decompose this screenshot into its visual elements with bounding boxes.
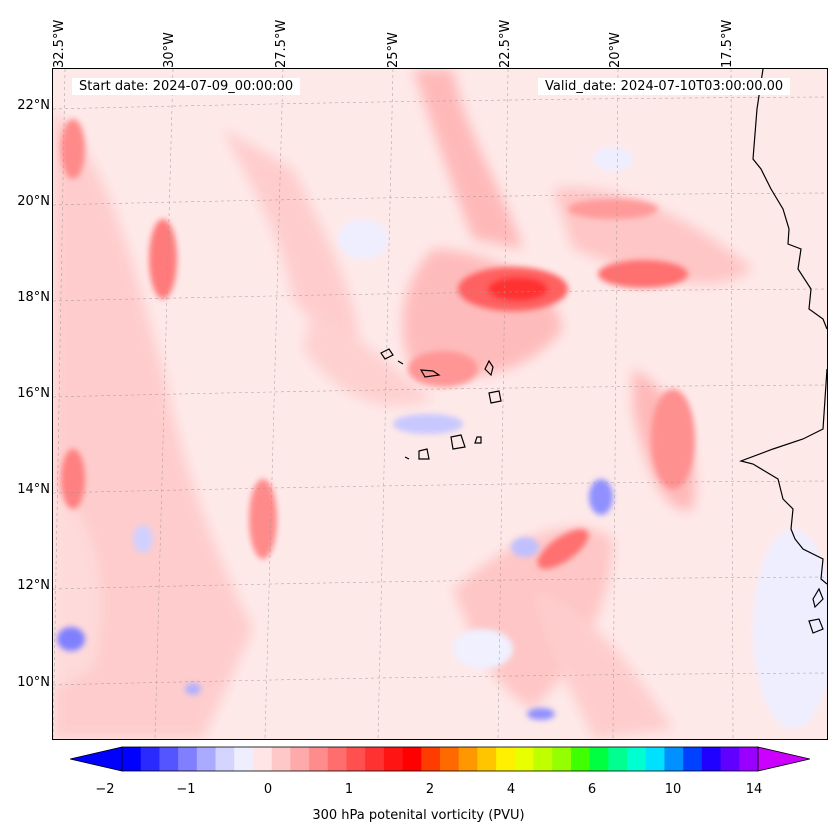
colorbar-swatch [496,747,516,771]
colorbar-swatch [383,747,404,771]
longitude-label-text: 32.5°W [52,19,67,68]
coastline [380,69,827,634]
colorbar-swatch [720,747,740,771]
colorbar-swatch [196,747,217,771]
colorbar-swatch [290,747,310,771]
longitude-label: 20°W [608,8,626,68]
colorbar-tick-label: −1 [176,782,196,797]
colorbar-swatch [159,747,179,771]
colorbar-swatch [514,747,535,771]
longitude-label: 32.5°W [52,8,70,68]
latitude-label: 20°N [17,194,50,209]
colorbar-swatch [739,747,759,771]
colorbar-swatch [589,747,609,771]
colorbar-swatch [365,747,385,771]
colorbar-swatch [701,747,722,771]
longitude-label-text: 17.5°W [720,19,735,68]
latitude-label: 14°N [17,482,50,497]
valid-date-label: Valid_date: 2024-07-10T03:00:00.00 [538,78,791,95]
map-panel [52,68,828,740]
latitude-label: 16°N [17,386,50,401]
longitude-label-text: 22.5°W [498,19,513,68]
colorbar-swatch [402,747,422,771]
colorbar-swatch [327,747,347,771]
colorbar-tick-label: 0 [263,782,273,797]
colorbar-swatch [234,747,254,771]
colorbar-tick-label: 14 [745,782,763,797]
longitude-label: 30°W [162,8,180,68]
colorbar [70,746,810,772]
colorbar-swatch [309,747,329,771]
colorbar-swatch [627,747,647,771]
gridlines [53,69,827,739]
colorbar-frame [121,746,759,772]
colorbar-swatch [215,747,235,771]
colorbar-swatch [552,747,572,771]
longitude-label-text: 27.5°W [274,19,289,68]
longitude-label-text: 30°W [162,32,177,68]
start-date-label: Start date: 2024-07-09_00:00:00 [72,78,301,95]
latitude-label: 22°N [17,98,50,113]
longitude-label: 17.5°W [720,8,738,68]
colorbar-min-arrow [70,746,123,772]
colorbar-swatch [645,747,665,771]
colorbar-swatch [458,747,478,771]
pv-shading-light [53,69,753,739]
colorbar-label: 300 hPa potenital vorticity (PVU) [312,808,525,823]
colorbar-tick-label: 2 [425,782,435,797]
colorbar-swatch [664,747,684,771]
colorbar-swatch [140,747,160,771]
pv-shading-negative [57,147,827,729]
longitude-label: 25°W [386,8,404,68]
colorbar-swatch [683,747,703,771]
colorbar-swatch [252,747,273,771]
latitude-label: 18°N [17,290,50,305]
pv-shading-strong [61,119,695,569]
potential-vorticity-field [53,69,827,739]
colorbar-tick-label: 10 [664,782,682,797]
colorbar-swatch [271,747,291,771]
colorbar-swatch [440,747,460,771]
colorbar-tick-label: 1 [344,782,354,797]
colorbar-swatch [570,747,591,771]
longitude-label: 27.5°W [274,8,292,68]
colorbar-swatch [608,747,628,771]
colorbar-swatch [533,747,553,771]
longitude-label-text: 25°W [386,32,401,68]
colorbar-tick-label: 4 [506,782,516,797]
latitude-label: 12°N [17,578,50,593]
colorbar-tick-label: −2 [95,782,115,797]
latitude-label: 10°N [17,675,50,690]
colorbar-swatch [421,747,441,771]
longitude-label-text: 20°W [608,32,623,68]
colorbar-max-arrow [757,746,810,772]
colorbar-tick-label: 6 [587,782,597,797]
colorbar-swatch [346,747,366,771]
colorbar-swatch [477,747,497,771]
colorbar-swatch [178,747,198,771]
colorbar-swatch [122,747,142,771]
longitude-label: 22.5°W [498,8,516,68]
